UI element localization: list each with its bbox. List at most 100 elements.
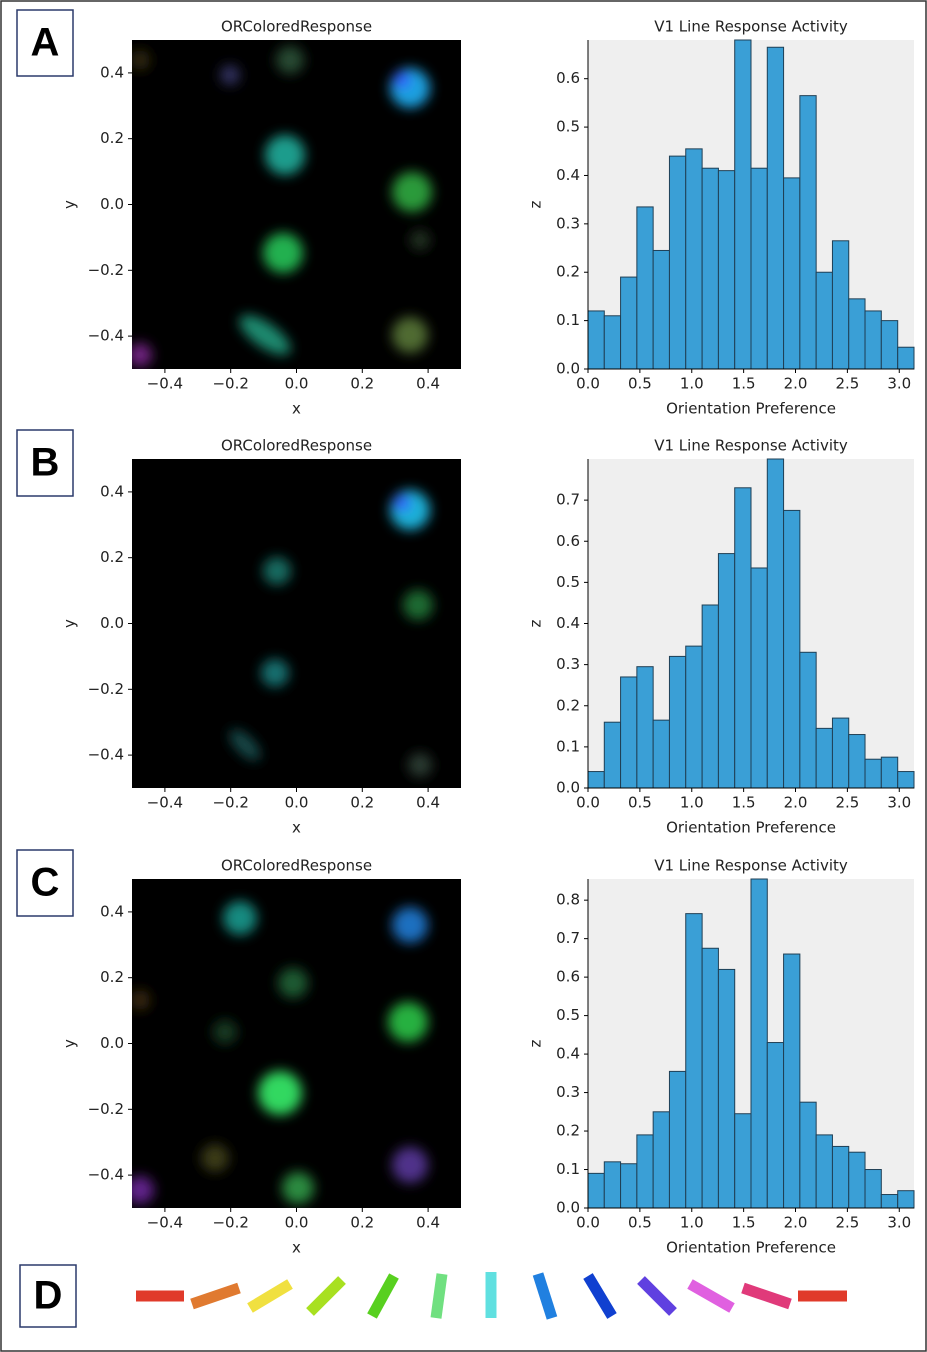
orientation-bar: [247, 1279, 293, 1313]
x-tick-label: 0.2: [350, 375, 374, 393]
histogram-bar: [587, 771, 605, 789]
orientation-bar: [687, 1279, 735, 1313]
histogram-bar: [864, 310, 882, 370]
histogram-bar: [620, 276, 638, 370]
panel-label: A: [31, 21, 60, 65]
histogram-bar: [717, 170, 736, 370]
x-tick-label: −0.4: [147, 375, 183, 393]
histogram-bar: [783, 509, 801, 789]
x-tick-label: 0.4: [416, 375, 440, 393]
x-tick-label: 0.2: [350, 794, 374, 812]
histogram-bar: [636, 206, 654, 370]
y-tick-label: 0.3: [556, 655, 580, 673]
orientation-bar: [583, 1273, 617, 1319]
y-tick-label: 0.3: [556, 214, 580, 232]
histogram-bar: [701, 947, 719, 1209]
histogram-bar: [848, 734, 866, 789]
y-tick-label: 0.7: [556, 929, 580, 947]
x-tick-label: 2.0: [784, 794, 808, 812]
x-tick-label: 1.5: [732, 375, 756, 393]
histogram-bar: [864, 1169, 882, 1209]
y-tick-label: −0.2: [88, 261, 124, 279]
histogram-bar: [603, 315, 622, 370]
histogram-bar: [897, 771, 915, 789]
histogram-bar: [734, 487, 752, 789]
x-tick-label: 0.0: [576, 794, 600, 812]
histogram-bar: [848, 1151, 866, 1209]
histogram-bar: [668, 155, 687, 370]
x-axis-label: Orientation Preference: [666, 819, 836, 837]
x-tick-label: 0.0: [576, 375, 600, 393]
x-tick-label: −0.2: [212, 375, 248, 393]
x-tick-label: −0.2: [212, 794, 248, 812]
x-tick-label: 0.5: [628, 375, 652, 393]
histogram-bar: [636, 666, 654, 789]
histogram-bar: [603, 721, 622, 789]
image-blobs: [229, 490, 433, 777]
chart-title: V1 Line Response Activity: [654, 857, 848, 875]
histogram-bar: [652, 249, 670, 370]
y-tick-label: 0.3: [556, 1083, 580, 1101]
x-tick-label: −0.2: [212, 1214, 248, 1232]
y-tick-label: 0.4: [556, 1045, 580, 1063]
y-tick-label: 0.6: [556, 69, 580, 87]
orientation-bar: [532, 1272, 558, 1320]
x-tick-label: 3.0: [887, 794, 911, 812]
histogram-bar: [717, 968, 736, 1209]
x-tick-label: 0.5: [628, 794, 652, 812]
histogram-bar: [799, 1101, 817, 1209]
y-tick-label: 0.4: [556, 166, 580, 184]
histogram-bar: [815, 727, 833, 789]
chart-title: V1 Line Response Activity: [654, 437, 848, 455]
orientation-bar: [637, 1276, 677, 1316]
x-tick-label: 1.5: [732, 794, 756, 812]
histogram-bar: [636, 1134, 654, 1209]
histogram-bar: [668, 1070, 687, 1209]
y-tick-label: 0.2: [556, 696, 580, 714]
x-tick-label: 1.0: [680, 375, 704, 393]
y-tick-label: 0.5: [556, 573, 580, 591]
panel-box: [19, 1264, 77, 1328]
y-tick-label: −0.2: [88, 680, 124, 698]
y-tick-label: 0.6: [556, 968, 580, 986]
y-tick-label: 0.2: [100, 129, 124, 147]
histogram-bar: [766, 1042, 785, 1209]
histogram-bar: [831, 717, 850, 789]
histogram-bar: [668, 655, 687, 789]
orientation-bar: [306, 1276, 346, 1316]
x-tick-label: 0.0: [576, 1214, 600, 1232]
y-tick-label: 0.7: [556, 491, 580, 509]
y-tick-label: 0.5: [556, 1006, 580, 1024]
panel-box: [16, 849, 74, 917]
chart-title: ORColoredResponse: [221, 857, 372, 875]
y-tick-label: 0.5: [556, 118, 580, 136]
y-tick-label: 0.1: [556, 311, 580, 329]
histogram-bar: [603, 1161, 622, 1209]
x-axis-label: x: [292, 1239, 301, 1257]
panel-box: [16, 429, 74, 497]
panel-box: [16, 9, 74, 77]
x-axis-label: x: [292, 819, 301, 837]
histogram-bar: [685, 913, 703, 1209]
x-tick-label: 0.0: [285, 375, 309, 393]
y-tick-label: 0.2: [556, 1122, 580, 1140]
y-tick-label: 0.2: [100, 968, 124, 986]
histogram-bar: [685, 148, 703, 370]
y-tick-label: 0.4: [556, 614, 580, 632]
histogram-bar: [652, 719, 670, 789]
histogram-bar: [620, 1163, 638, 1209]
y-tick-label: 0.4: [100, 63, 124, 81]
histogram-bar: [766, 46, 785, 370]
image-blobs: [132, 46, 432, 367]
histogram-bar: [815, 271, 833, 370]
y-axis-label: z: [527, 200, 545, 208]
histogram-bar: [880, 1194, 899, 1209]
histogram-bar: [783, 177, 801, 370]
histogram-bar: [717, 553, 736, 789]
y-tick-label: 0.1: [556, 1160, 580, 1178]
panel-label: B: [31, 441, 60, 485]
y-axis-label: z: [527, 1039, 545, 1047]
y-axis-label: y: [61, 1039, 79, 1048]
x-tick-label: 2.0: [784, 375, 808, 393]
